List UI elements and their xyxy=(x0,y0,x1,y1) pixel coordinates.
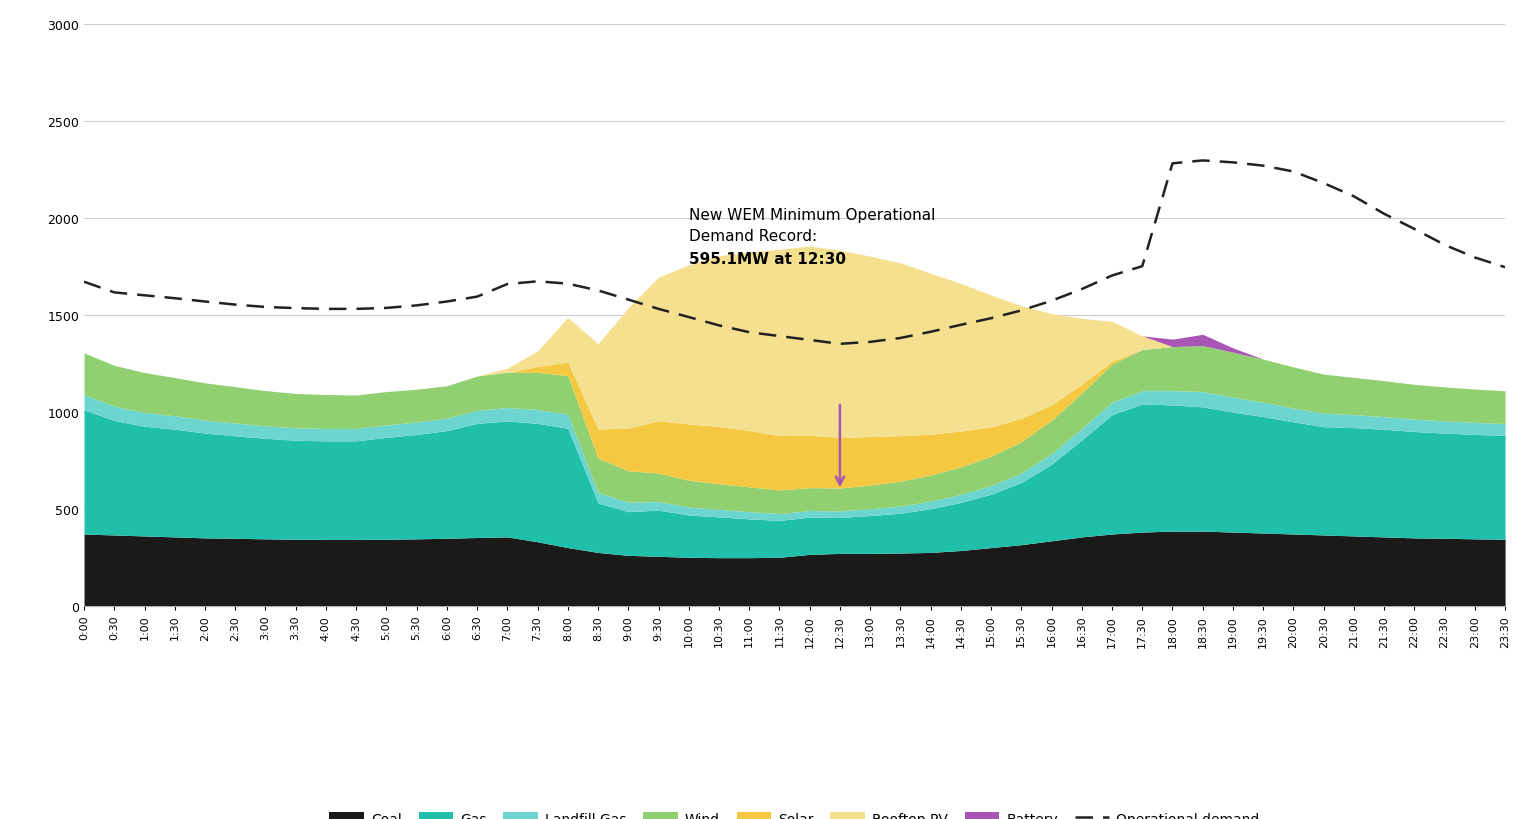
Operational demand xyxy=(1496,263,1514,273)
Operational demand xyxy=(408,301,426,311)
Operational demand xyxy=(1134,262,1152,272)
Operational demand xyxy=(437,297,455,307)
Operational demand xyxy=(347,305,365,314)
Operational demand xyxy=(1284,167,1302,177)
Operational demand xyxy=(377,304,396,314)
Operational demand xyxy=(1073,285,1091,295)
Operational demand xyxy=(1224,158,1242,168)
Operational demand xyxy=(588,286,607,296)
Operational demand xyxy=(921,328,940,337)
Operational demand xyxy=(891,333,909,343)
Legend: Coal, Gas, Landfill Gas, Wind, Solar, Rooftop PV, Battery, Operational demand: Coal, Gas, Landfill Gas, Wind, Solar, Ro… xyxy=(324,806,1265,819)
Operational demand xyxy=(165,294,183,304)
Operational demand xyxy=(711,321,729,331)
Operational demand xyxy=(860,337,879,347)
Operational demand xyxy=(529,277,547,287)
Operational demand xyxy=(226,301,244,310)
Operational demand xyxy=(1193,156,1212,166)
Operational demand xyxy=(1163,159,1181,169)
Operational demand xyxy=(952,320,970,330)
Line: Operational demand: Operational demand xyxy=(84,161,1505,344)
Operational demand xyxy=(287,304,306,314)
Text: New WEM Minimum Operational
Demand Record:: New WEM Minimum Operational Demand Recor… xyxy=(689,208,935,243)
Operational demand xyxy=(1103,271,1122,281)
Operational demand xyxy=(196,297,214,307)
Operational demand xyxy=(498,280,516,290)
Operational demand xyxy=(619,296,637,305)
Operational demand xyxy=(1042,296,1060,306)
Operational demand xyxy=(316,305,335,314)
Operational demand xyxy=(649,305,668,314)
Operational demand xyxy=(1314,179,1332,189)
Operational demand xyxy=(1465,253,1484,263)
Operational demand xyxy=(1012,306,1030,316)
Text: 595.1MW at 12:30: 595.1MW at 12:30 xyxy=(689,252,845,267)
Operational demand xyxy=(1254,161,1273,171)
Operational demand xyxy=(983,314,1001,324)
Operational demand xyxy=(136,291,154,301)
Operational demand xyxy=(1435,241,1453,251)
Operational demand xyxy=(1406,224,1424,234)
Operational demand xyxy=(75,278,93,287)
Operational demand xyxy=(559,279,578,289)
Operational demand xyxy=(1345,192,1363,202)
Operational demand xyxy=(680,313,698,323)
Operational demand xyxy=(831,339,850,349)
Operational demand xyxy=(740,328,758,337)
Operational demand xyxy=(801,336,819,346)
Operational demand xyxy=(468,292,486,302)
Operational demand xyxy=(105,288,124,298)
Operational demand xyxy=(257,303,275,313)
Operational demand xyxy=(1375,210,1394,219)
Operational demand xyxy=(770,332,788,342)
